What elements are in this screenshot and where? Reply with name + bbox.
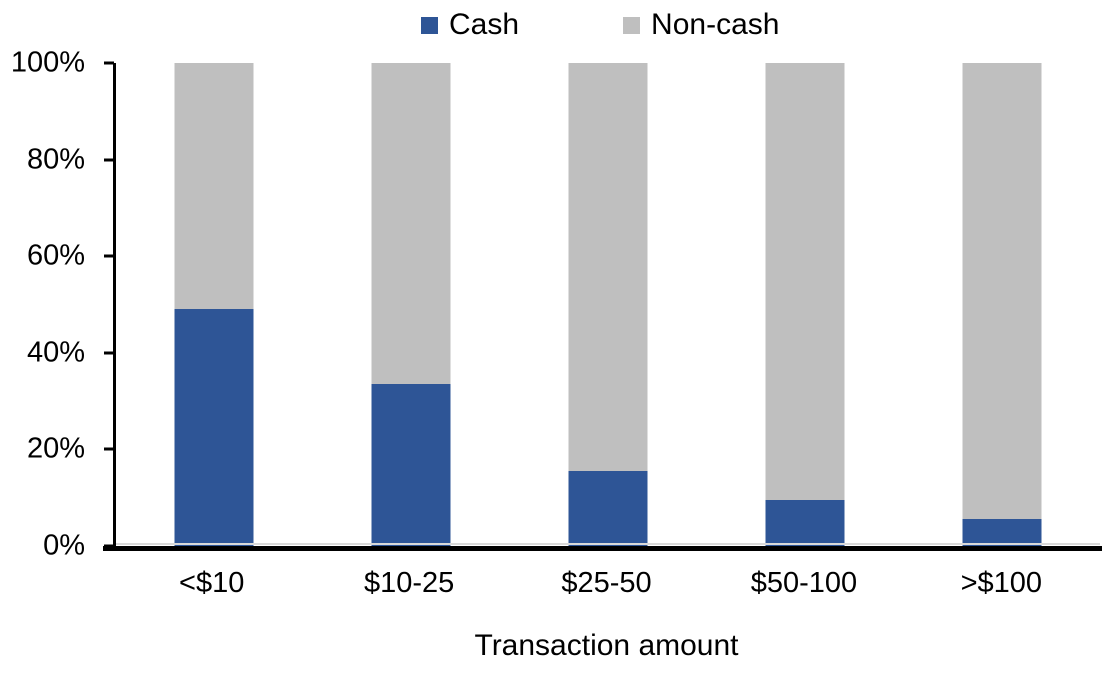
x-axis-tick-label: $50-100	[750, 567, 858, 599]
y-axis-tick-mark	[104, 158, 114, 162]
bar-slot-4	[903, 63, 1100, 546]
y-axis-tick-mark	[104, 447, 114, 451]
x-axis-tick-labels: <$10 $10-25 $25-50 $50-100 >$100	[113, 567, 1100, 600]
legend-swatch-icon	[623, 16, 641, 34]
legend-swatch-icon	[421, 16, 438, 34]
chart-legend: Cash Non-cash	[421, 10, 779, 40]
bar-segment-non-cash	[765, 63, 845, 501]
bar-segment-non-cash	[568, 63, 648, 472]
x-axis-title: Transaction amount	[474, 629, 739, 662]
plot-area	[113, 63, 1100, 546]
x-axis-tick-label: $10-25	[363, 567, 455, 599]
y-axis-tick-mark	[104, 61, 114, 65]
bar-stack-0	[174, 63, 254, 546]
bar-segment-cash	[765, 500, 845, 546]
y-axis-tick-mark	[104, 351, 114, 355]
y-axis-tick-label: 60%	[26, 239, 85, 272]
legend-item-cash: Cash	[421, 10, 519, 40]
legend-label: Non-cash	[651, 8, 780, 41]
bar-segment-non-cash	[174, 63, 254, 310]
bar-slot-0	[116, 63, 313, 546]
x-axis-line	[103, 546, 1102, 551]
y-axis-tick-mark	[104, 254, 114, 258]
bar-stack-4	[962, 63, 1042, 546]
bar-segment-non-cash	[962, 63, 1042, 520]
y-axis-tick-label: 0%	[43, 529, 85, 562]
legend-label: Cash	[449, 8, 520, 41]
bar-stack-1	[371, 63, 451, 546]
zero-gridline	[116, 543, 1100, 545]
bar-segment-cash	[174, 309, 254, 546]
y-axis-tick-label: 100%	[10, 46, 85, 79]
bar-segment-cash	[371, 384, 451, 546]
bar-segment-cash	[568, 471, 648, 546]
legend-item-non-cash: Non-cash	[623, 10, 779, 40]
bar-segment-non-cash	[371, 63, 451, 385]
y-axis-tick-label: 80%	[26, 143, 85, 176]
bar-slot-2	[510, 63, 707, 546]
x-axis-tick-label: $25-50	[561, 567, 652, 599]
bar-slot-3	[706, 63, 903, 546]
bar-stack-2	[568, 63, 648, 546]
y-axis-tick-label: 40%	[26, 336, 85, 369]
y-axis-tick-label: 20%	[26, 432, 85, 465]
bars-container	[116, 63, 1100, 546]
bar-stack-3	[765, 63, 845, 546]
bar-segment-cash	[962, 519, 1042, 546]
bar-slot-1	[313, 63, 510, 546]
x-axis-tick-label: >$100	[960, 567, 1043, 599]
x-axis-tick-label: <$10	[179, 567, 245, 599]
